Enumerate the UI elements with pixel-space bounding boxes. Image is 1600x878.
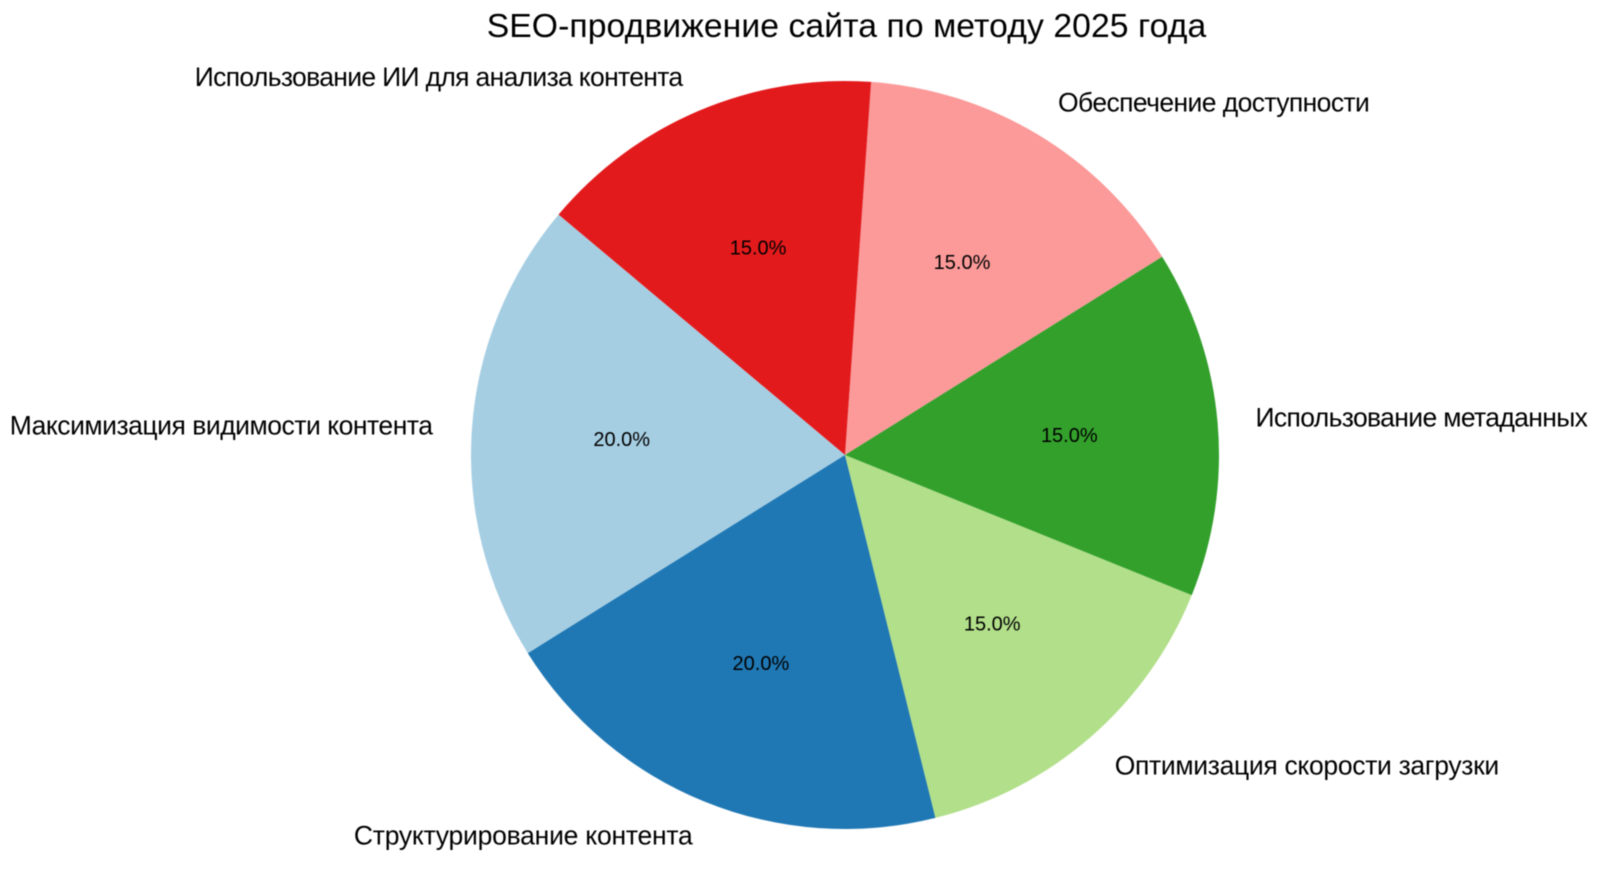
svg-text:Оптимизация скорости загрузки: Оптимизация скорости загрузки bbox=[1115, 750, 1499, 780]
svg-text:20.0%: 20.0% bbox=[733, 653, 790, 675]
svg-text:15.0%: 15.0% bbox=[1041, 425, 1098, 447]
svg-text:15.0%: 15.0% bbox=[934, 252, 991, 274]
svg-text:15.0%: 15.0% bbox=[730, 238, 787, 260]
svg-text:Структурирование контента: Структурирование контента bbox=[354, 820, 693, 850]
svg-text:SEO-продвижение сайта по метод: SEO-продвижение сайта по методу 2025 год… bbox=[487, 7, 1207, 45]
svg-text:15.0%: 15.0% bbox=[964, 614, 1021, 636]
svg-text:Максимизация видимости контент: Максимизация видимости контента bbox=[10, 410, 434, 440]
svg-text:Использование ИИ для анализа к: Использование ИИ для анализа контента bbox=[195, 62, 684, 92]
svg-text:Обеспечение доступности: Обеспечение доступности bbox=[1058, 87, 1369, 117]
svg-text:20.0%: 20.0% bbox=[593, 429, 650, 451]
svg-text:Использование метаданных: Использование метаданных bbox=[1256, 402, 1588, 432]
